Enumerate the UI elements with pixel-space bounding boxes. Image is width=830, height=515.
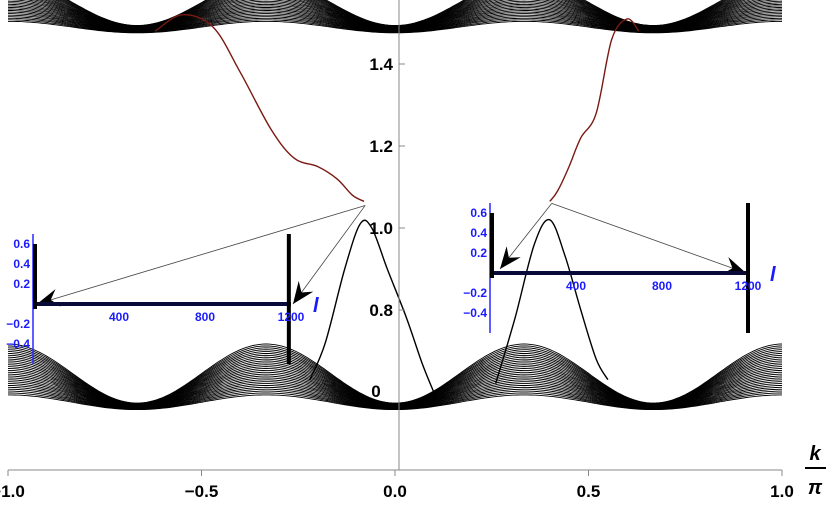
lower-band-line xyxy=(7,345,783,404)
inset-y-tick-label: 0.6 xyxy=(13,237,30,251)
inset-right: 400 800 1200 0.6 0.4 0.2 −0.2 −0.4 l xyxy=(463,203,776,333)
x-tick-label: −1.0 xyxy=(0,482,25,501)
inset-y-tick-label: −0.2 xyxy=(463,286,487,300)
upper-band-line xyxy=(56,0,735,28)
inset-y-tick-label: −0.2 xyxy=(6,317,30,331)
inset-y-tick-label: −0.4 xyxy=(463,306,487,320)
arrow-right-inset-end-head xyxy=(722,257,746,275)
y-tick-label: 1.4 xyxy=(369,55,393,74)
inset-x-label: l xyxy=(770,264,776,286)
upper-band-line xyxy=(47,0,743,29)
upper-edge-state-1 xyxy=(549,18,640,202)
upper-band-line xyxy=(67,0,724,26)
y-tick-label: 1.0 xyxy=(369,219,393,238)
y-tick-label: 1.2 xyxy=(369,137,393,156)
lower-band-line xyxy=(7,364,783,407)
lower-band-line xyxy=(8,369,783,407)
inset-y-tick-label: 0.4 xyxy=(13,257,30,271)
arrow-left-inset-end-line xyxy=(292,205,366,305)
upper-band-line xyxy=(58,0,732,28)
x-tick-label: 0.5 xyxy=(577,482,601,501)
arrow-right-inset-start-head xyxy=(500,246,521,269)
lower-band-line xyxy=(8,360,783,406)
x-axis-label: k π xyxy=(805,443,826,499)
upper-band-line xyxy=(65,0,726,27)
inset-x-label: l xyxy=(313,295,319,317)
x-tick-label: 0.0 xyxy=(383,482,407,501)
bulk-bands xyxy=(7,0,783,411)
arrow-left-inset-start-line xyxy=(36,205,366,305)
lower-band xyxy=(7,343,783,411)
x-label-denominator: π xyxy=(808,477,823,499)
arrow-right-inset-end-line xyxy=(551,203,747,274)
y-tick-label-partial: 0 xyxy=(371,382,380,401)
inset-x-tick-label: 400 xyxy=(566,279,586,293)
lower-edge-state-3 xyxy=(494,218,609,384)
lower-band-line xyxy=(7,343,783,404)
inset-x-tick-label: 400 xyxy=(109,310,129,324)
inset-y-tick-label: 0.2 xyxy=(470,246,487,260)
upper-band-line xyxy=(63,0,728,27)
edge-state-curves xyxy=(154,14,640,393)
lower-band-line xyxy=(7,358,783,406)
inset-x-tick-label: 800 xyxy=(652,279,672,293)
x-tick-label: −0.5 xyxy=(185,482,219,501)
lower-band-line xyxy=(7,356,783,406)
lower-band-line xyxy=(7,352,783,405)
upper-band-line xyxy=(43,0,747,29)
upper-band-line xyxy=(61,0,730,27)
upper-edge-state-0 xyxy=(154,14,365,203)
lower-band-line xyxy=(8,362,782,406)
inset-x-tick-label: 1200 xyxy=(735,279,762,293)
x-label-numerator: k xyxy=(809,443,821,465)
upper-band xyxy=(7,0,783,34)
lower-band-line xyxy=(7,366,783,407)
arrow-left-inset-end-head xyxy=(293,280,314,304)
main-axes xyxy=(8,0,782,471)
inset-y-tick-label: 0.6 xyxy=(470,206,487,220)
inset-x-tick-label: 1200 xyxy=(278,310,305,324)
lower-band-line xyxy=(7,349,783,405)
y-tick-label: 0.8 xyxy=(369,301,393,320)
inset-y-tick-label: 0.4 xyxy=(470,226,487,240)
lower-edge-state-2 xyxy=(309,219,435,393)
inset-x-tick-label: 800 xyxy=(195,310,215,324)
lower-band-line xyxy=(7,368,783,407)
upper-band-line xyxy=(53,0,737,28)
main-tick-labels: −1.0 −0.5 0.0 0.5 1.0 0.8 1.0 1.2 1.4 0 xyxy=(0,55,794,501)
lower-band-line xyxy=(7,354,783,405)
lower-band-line xyxy=(7,347,783,405)
lower-band-line xyxy=(8,351,783,405)
inset-left: 400 800 1200 0.6 0.4 0.2 −0.2 −0.4 l xyxy=(6,234,319,364)
upper-band-line xyxy=(50,0,740,28)
inset-y-tick-label: −0.4 xyxy=(6,337,30,351)
x-tick-label: 1.0 xyxy=(770,482,794,501)
inset-y-tick-label: 0.2 xyxy=(13,277,30,291)
